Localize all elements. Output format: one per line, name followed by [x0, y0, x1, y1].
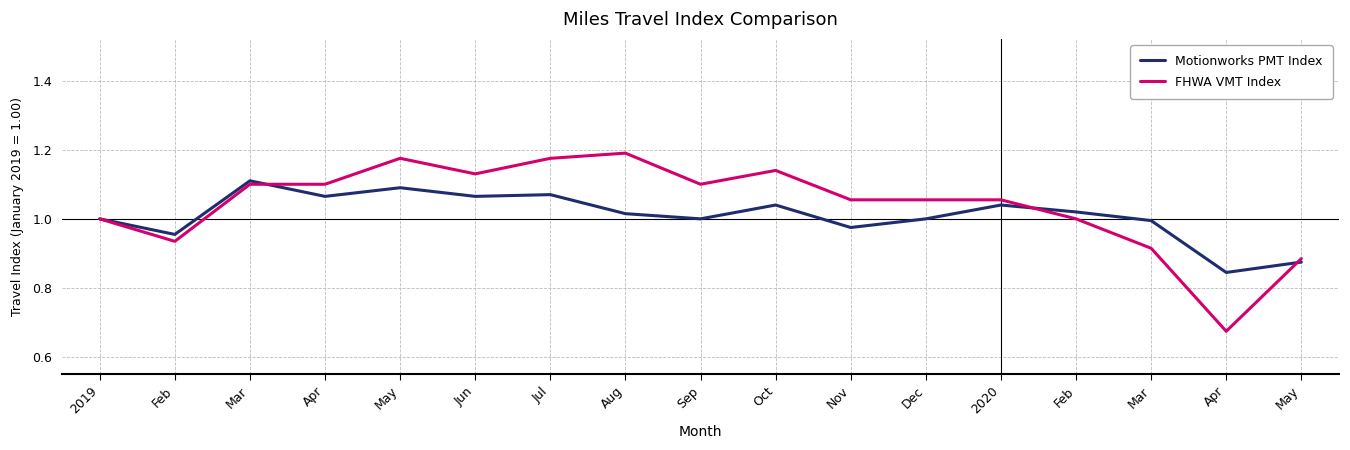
FHWA VMT Index — [242, 181, 258, 187]
Title: Miles Travel Index Comparison: Miles Travel Index Comparison — [563, 11, 838, 29]
Motionworks PMT Index — [768, 202, 784, 208]
Motionworks PMT Index — [166, 232, 182, 237]
FHWA VMT Index — [918, 197, 934, 202]
FHWA VMT Index — [768, 168, 784, 173]
FHWA VMT Index — [1293, 256, 1310, 261]
FHWA VMT Index — [617, 150, 633, 156]
Motionworks PMT Index — [918, 216, 934, 221]
FHWA VMT Index — [693, 181, 709, 187]
FHWA VMT Index — [166, 238, 182, 244]
Motionworks PMT Index — [543, 192, 559, 198]
FHWA VMT Index — [392, 156, 408, 161]
FHWA VMT Index — [467, 171, 483, 176]
Motionworks PMT Index — [617, 211, 633, 216]
X-axis label: Month: Month — [679, 425, 722, 439]
FHWA VMT Index — [1068, 216, 1084, 221]
Motionworks PMT Index — [693, 216, 709, 221]
Motionworks PMT Index — [842, 225, 859, 230]
Motionworks PMT Index — [92, 216, 108, 221]
FHWA VMT Index — [92, 216, 108, 221]
FHWA VMT Index — [842, 197, 859, 202]
Motionworks PMT Index — [317, 194, 333, 199]
Motionworks PMT Index — [467, 194, 483, 199]
Motionworks PMT Index — [1143, 218, 1160, 223]
FHWA VMT Index — [543, 156, 559, 161]
Y-axis label: Travel Index (January 2019 = 1.00): Travel Index (January 2019 = 1.00) — [11, 97, 24, 316]
Motionworks PMT Index — [992, 202, 1008, 208]
FHWA VMT Index — [992, 197, 1008, 202]
FHWA VMT Index — [1218, 328, 1234, 334]
Line: Motionworks PMT Index: Motionworks PMT Index — [100, 181, 1301, 272]
Motionworks PMT Index — [242, 178, 258, 184]
FHWA VMT Index — [1143, 246, 1160, 251]
Line: FHWA VMT Index: FHWA VMT Index — [100, 153, 1301, 331]
Legend: Motionworks PMT Index, FHWA VMT Index: Motionworks PMT Index, FHWA VMT Index — [1130, 45, 1332, 99]
Motionworks PMT Index — [1068, 209, 1084, 215]
Motionworks PMT Index — [1293, 259, 1310, 265]
FHWA VMT Index — [317, 181, 333, 187]
Motionworks PMT Index — [1218, 270, 1234, 275]
Motionworks PMT Index — [392, 185, 408, 190]
